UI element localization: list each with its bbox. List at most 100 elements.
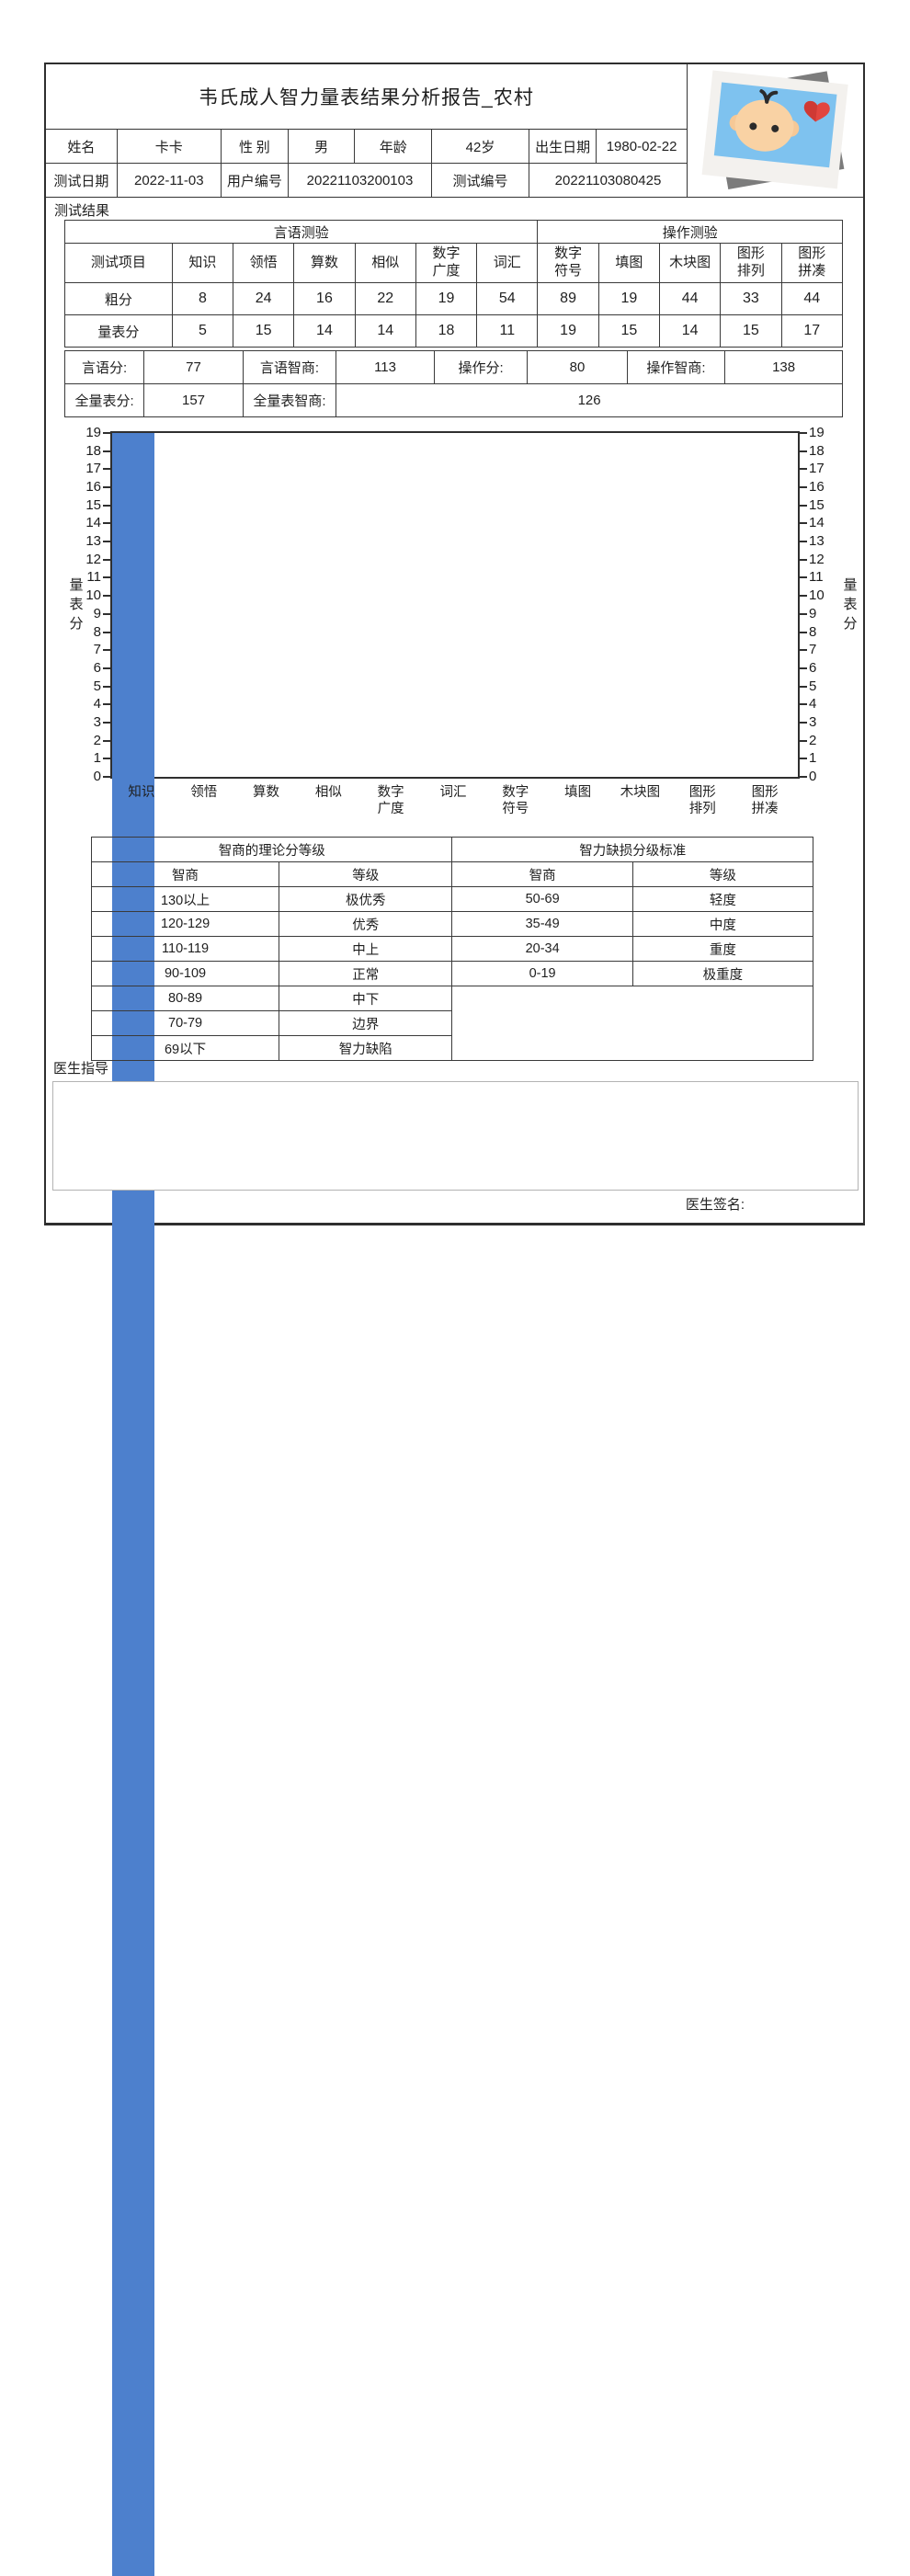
- raw-score-value: 19: [597, 282, 661, 315]
- gender-label: 性 别: [220, 130, 289, 164]
- y-tick-right: [800, 649, 807, 652]
- y-tick-right: [800, 776, 807, 778]
- deficit-grade: 轻度: [631, 886, 814, 912]
- scaled-score-chart: 0 0 1 1 2 2 3 3 4 4 5 5 6 6 7 7 8 8 9 9 10 10 11 11 12 12 13 13 14 14…: [85, 425, 825, 2576]
- raw-score-value: 33: [720, 282, 782, 315]
- verbal-iq-label: 言语智商:: [242, 350, 337, 384]
- y-tick-label-right: 19: [809, 425, 825, 440]
- score-item-header: 数字 广度: [415, 243, 478, 283]
- raw-score-value: 89: [537, 282, 599, 315]
- y-tick-left: [103, 721, 110, 724]
- y-tick-label-right: 7: [809, 642, 817, 658]
- y-tick-right: [800, 667, 807, 669]
- y-tick-label-left: 18: [85, 442, 101, 459]
- score-table: 言语测验 操作测验 测试项目 知识 领悟 算数 相似 数字 广度 词汇 数字 符号 填图 木块图…: [63, 220, 844, 348]
- iq-theory-header-grade: 等级: [279, 861, 453, 887]
- doctor-signature-label: 医生签名:: [685, 1197, 745, 1213]
- birth-label: 出生日期: [528, 130, 597, 164]
- scaled-score-value: 14: [658, 314, 722, 348]
- y-tick-label-left: 0: [93, 769, 101, 784]
- y-tick-label-right: 16: [809, 479, 825, 496]
- y-tick-right: [800, 758, 807, 760]
- summary-table: 言语分: 77 言语智商: 113 操作分: 80 操作智商: 138 全量表分…: [63, 350, 843, 417]
- raw-label: 粗分: [64, 282, 173, 315]
- y-tick-left: [103, 776, 110, 778]
- age-label: 年龄: [354, 130, 433, 164]
- y-tick-label-right: 10: [809, 587, 825, 604]
- full-iq-value: 126: [336, 383, 843, 417]
- y-tick-label-left: 4: [93, 696, 101, 712]
- y-tick-right: [800, 631, 807, 633]
- gender-value: 男: [287, 130, 356, 164]
- full-iq-label: 全量表智商:: [242, 383, 337, 417]
- x-category-label: 填图: [564, 785, 592, 800]
- y-tick-label-left: 17: [85, 461, 101, 477]
- user-id-value: 20221103200103: [287, 163, 433, 197]
- x-category-label: 词汇: [439, 785, 467, 800]
- y-tick-label-left: 16: [85, 479, 101, 496]
- y-tick-label-left: 5: [93, 678, 101, 694]
- y-tick-label-left: 2: [93, 732, 101, 748]
- scaled-score-value: 18: [415, 314, 478, 348]
- y-axis-title-right: 量 表 分: [843, 577, 858, 632]
- y-tick-label-right: 1: [809, 750, 817, 767]
- birth-value: 1980-02-22: [596, 130, 687, 164]
- y-tick-label-right: 2: [809, 732, 817, 748]
- y-tick-label-left: 9: [93, 605, 101, 621]
- y-tick-label-left: 3: [93, 713, 101, 730]
- x-category-label: 数字 符号: [502, 785, 529, 817]
- iq-theory-grade: 优秀: [279, 911, 453, 937]
- y-tick-right: [800, 576, 807, 579]
- y-tick-right: [800, 612, 807, 615]
- y-tick-label-left: 7: [93, 642, 101, 658]
- performance-iq-label: 操作智商:: [626, 350, 726, 384]
- score-item-header: 算数: [293, 243, 356, 283]
- bar: [112, 2170, 154, 2442]
- score-item-header: 词汇: [476, 243, 539, 283]
- y-tick-left: [103, 576, 110, 579]
- y-tick-right: [800, 739, 807, 742]
- y-tick-left: [103, 558, 110, 561]
- y-tick-left: [103, 468, 110, 471]
- y-tick-label-right: 15: [809, 496, 825, 513]
- y-tick-label-right: 5: [809, 678, 817, 694]
- iq-theory-range: 80-89: [90, 986, 280, 1011]
- y-tick-left: [103, 541, 110, 543]
- y-tick-label-left: 13: [85, 533, 101, 550]
- y-tick-right: [800, 468, 807, 471]
- x-category-label: 数字 广度: [377, 785, 404, 817]
- score-item-header: 领悟: [233, 243, 295, 283]
- scaled-score-value: 15: [720, 314, 782, 348]
- y-tick-label-right: 18: [809, 442, 825, 459]
- y-tick-right: [800, 685, 807, 688]
- deficit-header-iq: 智商: [451, 861, 633, 887]
- raw-score-value: 54: [476, 282, 539, 315]
- y-tick-label-left: 1: [93, 750, 101, 767]
- deficit-range: 35-49: [451, 911, 633, 937]
- test-date-label: 测试日期: [46, 163, 118, 197]
- page-title: 韦氏成人智力量表结果分析报告_农村: [199, 87, 534, 108]
- x-category-label: 图形 拼凑: [751, 785, 779, 817]
- y-tick-label-right: 13: [809, 533, 825, 550]
- iq-theory-grade: 中上: [279, 936, 453, 962]
- performance-score-label: 操作分:: [433, 350, 529, 384]
- verbal-score-value: 77: [143, 350, 244, 384]
- scaled-score-value: 19: [537, 314, 599, 348]
- performance-score-value: 80: [527, 350, 628, 384]
- deficit-grade: 中度: [631, 911, 814, 937]
- y-tick-left: [103, 504, 110, 507]
- y-tick-label-left: 6: [93, 659, 101, 676]
- x-category-label: 木块图: [620, 785, 661, 800]
- iq-theory-range: 90-109: [90, 961, 280, 986]
- scaled-score-value: 15: [233, 314, 295, 348]
- y-tick-left: [103, 631, 110, 633]
- deficit-empty-cell: [451, 986, 813, 1061]
- y-tick-right: [800, 541, 807, 543]
- y-tick-left: [103, 739, 110, 742]
- doctor-guidance-box: [52, 1081, 859, 1191]
- score-item-header: 木块图: [658, 243, 722, 283]
- results-section-label: 测试结果: [54, 203, 110, 219]
- deficit-grade: 极重度: [631, 961, 814, 986]
- iq-theory-range: 110-119: [90, 936, 280, 962]
- report-page: 韦氏成人智力量表结果分析报告_农村 姓名 卡卡 性 别 男 年龄 42岁 出生日…: [44, 63, 865, 2576]
